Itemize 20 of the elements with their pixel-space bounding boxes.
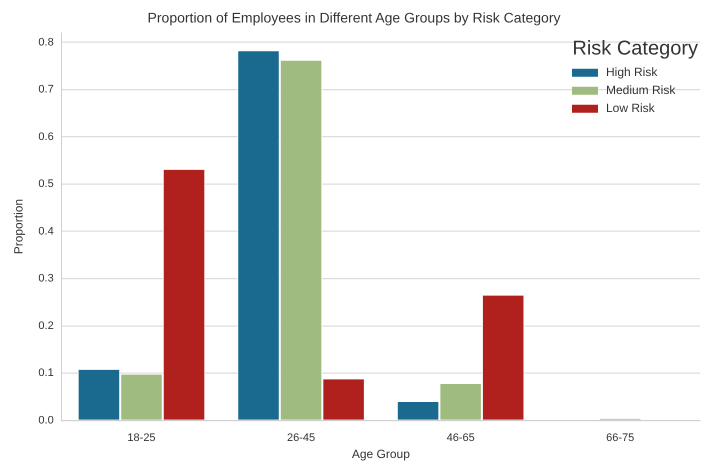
x-tick-label: 46-65 xyxy=(446,432,475,444)
x-tick-label: 66-75 xyxy=(606,432,634,444)
y-tick-label: 0.4 xyxy=(38,225,54,238)
x-tick-label: 18-25 xyxy=(127,432,156,444)
y-tick-label: 0.7 xyxy=(38,84,54,96)
y-tick-label: 0.3 xyxy=(38,272,54,285)
y-tick-label: 0.5 xyxy=(38,178,54,190)
x-tick-label: 26-45 xyxy=(286,432,316,444)
y-tick-label: 0.6 xyxy=(38,130,54,143)
y-tick-label: 0.0 xyxy=(38,414,54,426)
y-axis-title: Proportion xyxy=(12,198,26,254)
y-tick-label: 0.8 xyxy=(38,36,54,48)
legend-label: Medium Risk xyxy=(606,83,676,98)
x-axis-title: Age Group xyxy=(352,447,410,462)
legend-title: Risk Category xyxy=(572,37,698,60)
y-tick-label: 0.2 xyxy=(38,320,54,332)
y-tick-label: 0.1 xyxy=(38,367,54,380)
chart-title: Proportion of Employees in Different Age Groups by Risk Category xyxy=(148,9,560,26)
legend-label: Low Risk xyxy=(606,101,656,116)
legend-label: High Risk xyxy=(606,65,658,80)
